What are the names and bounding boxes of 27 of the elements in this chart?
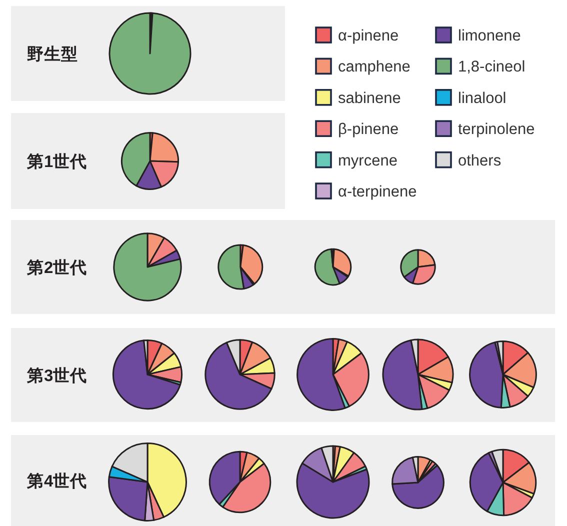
legend-label: others bbox=[458, 152, 502, 170]
legend-label: linalool bbox=[458, 90, 506, 107]
legend-item: sabinene bbox=[315, 89, 401, 107]
slice-label: 第2世代 bbox=[26, 258, 88, 277]
legend-item: others bbox=[435, 151, 502, 170]
legend-label: sabinene bbox=[338, 90, 401, 107]
slice-label: 野生型 bbox=[27, 44, 78, 64]
legend-label: α-pinene bbox=[338, 28, 399, 44]
slice-label: 第4世代 bbox=[26, 472, 88, 490]
legend-item: myrcene bbox=[315, 151, 398, 170]
legend-label: β-pinene bbox=[338, 121, 399, 138]
legend-item: linalool bbox=[435, 89, 506, 107]
legend-item: α-terpinene bbox=[315, 182, 417, 200]
slice-label: 第1世代 bbox=[26, 152, 88, 171]
legend-item: terpinolene bbox=[435, 120, 535, 138]
legend-item: α-pinene bbox=[315, 26, 399, 44]
legend-label: myrcene bbox=[338, 152, 398, 170]
legend-item: β-pinene bbox=[315, 120, 399, 138]
legend-label: 1,8-cineol bbox=[458, 58, 526, 76]
legend-label: camphene bbox=[338, 58, 410, 76]
slice-label: 第3世代 bbox=[26, 366, 88, 385]
legend-item: 1,8-cineol bbox=[435, 58, 526, 76]
legend-label: limonene bbox=[458, 28, 521, 44]
legend-item: camphene bbox=[315, 58, 410, 76]
legend-label: terpinolene bbox=[458, 121, 535, 138]
legend-item: limonene bbox=[435, 26, 521, 44]
legend-label: α-terpinene bbox=[338, 184, 417, 200]
